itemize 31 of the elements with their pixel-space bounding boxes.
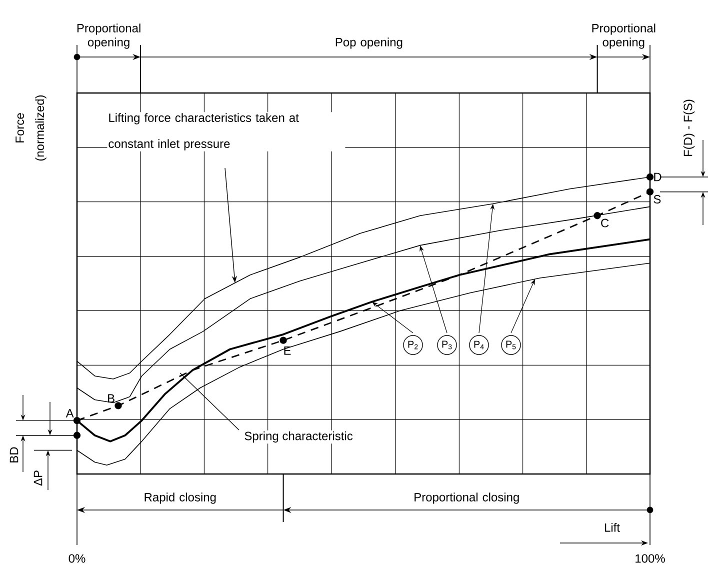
point — [280, 336, 287, 344]
annotation: S — [654, 195, 661, 204]
text: Proportional closing — [414, 492, 519, 504]
annotation: A — [66, 409, 74, 418]
text: BD — [10, 447, 18, 462]
text: Pop opening — [336, 38, 402, 49]
text: P$_{2}$ — [408, 340, 418, 350]
point — [646, 188, 654, 196]
annotation: E — [284, 346, 291, 355]
point — [73, 432, 81, 439]
text: P$_{5}$ — [506, 340, 516, 350]
annotation: Spring characteristic — [244, 431, 353, 443]
text: Proportional opening — [592, 24, 656, 49]
text: Rapid closing — [144, 492, 216, 504]
text: Proportional opening — [77, 24, 140, 49]
point — [73, 416, 81, 424]
text: F(D) - F(S) — [683, 100, 695, 156]
text: P$_{3}$ — [442, 340, 452, 350]
x-tick-label: 100% — [636, 554, 665, 563]
annotation: B — [108, 394, 114, 402]
text: P$_{4}$ — [474, 340, 484, 350]
annotation: C — [601, 218, 609, 228]
text: Lifting force characteristics taken at constant inlet pressure — [108, 113, 299, 150]
x-tick-label: 0% — [68, 554, 86, 563]
text: ΔP — [34, 470, 42, 486]
point — [594, 212, 601, 220]
annotation: D — [654, 172, 662, 182]
point — [646, 173, 654, 181]
x-axis-title: Lift — [604, 523, 620, 532]
point — [114, 402, 122, 410]
y-axis-title: Force (normalized) — [16, 95, 46, 161]
